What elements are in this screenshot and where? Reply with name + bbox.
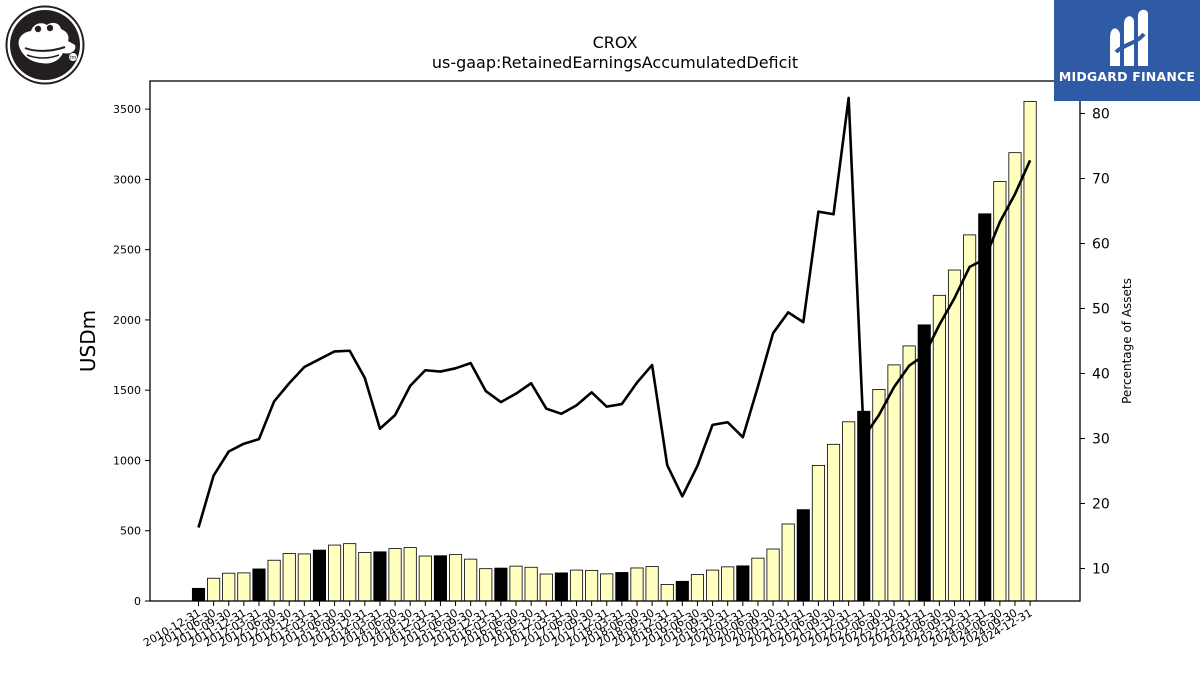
chart-subtitle: us-gaap:RetainedEarningsAccumulatedDefic… <box>432 53 798 72</box>
bar-2020-09-30 <box>781 523 795 602</box>
bar-2023-06-30 <box>947 269 962 602</box>
bar-2013-03-31 <box>328 544 342 602</box>
bar-2018-06-30 <box>645 566 659 602</box>
bar-2014-12-31 <box>433 555 447 602</box>
bar-2013-09-30 <box>358 552 372 602</box>
brand-badge: MIDGARD FINANCE <box>1054 0 1200 101</box>
midgard-finance-logo-icon <box>1110 9 1148 67</box>
bar-2013-12-31 <box>373 551 387 602</box>
bar-2024-09-30 <box>1023 100 1037 602</box>
bar-2012-09-30 <box>297 553 311 602</box>
bar-2020-06-30 <box>766 548 780 602</box>
x-axis-ticks: 2010-12-312011-06-302011-09-302011-12-31… <box>141 601 1035 650</box>
bar-2010-12-31 <box>191 587 206 602</box>
y-tick-label: 3500 <box>113 103 141 116</box>
bar-2019-09-30 <box>721 566 735 602</box>
y-tick-label: 2000 <box>113 314 141 327</box>
y-tick-label: 0 <box>134 595 141 608</box>
bar-2019-03-31 <box>690 574 705 602</box>
bar-2017-06-30 <box>585 569 599 602</box>
trademark-mark: tm <box>70 55 77 61</box>
bar-2017-09-30 <box>600 573 614 602</box>
bar-2011-12-31 <box>252 568 266 602</box>
y-tick-label: 3000 <box>113 173 141 186</box>
y-axis-ticks: 0 500 1000 1500 2000 2500 3000 3500 <box>113 103 150 608</box>
bar-2011-09-30 <box>237 572 251 602</box>
bar-2012-06-30 <box>282 553 296 602</box>
bar-2021-03-31 <box>811 464 825 602</box>
y-tick-label: 2500 <box>113 244 141 257</box>
bar-2012-12-31 <box>312 549 327 602</box>
bar-2023-09-30 <box>963 234 977 602</box>
bar-2022-12-31 <box>917 324 931 602</box>
crocodile-logo-icon: tm <box>5 5 85 85</box>
plot-frame <box>149 80 1081 602</box>
bar-2017-03-31 <box>569 569 584 602</box>
bar-2023-12-31 <box>978 213 992 602</box>
bar-2019-06-30 <box>706 569 720 602</box>
y-axis-label: USDm <box>76 310 100 372</box>
bar-2020-12-31 <box>796 509 810 602</box>
bar-2020-03-31 <box>751 557 765 602</box>
bar-2016-12-31 <box>554 572 568 602</box>
y2-axis-label: Percentage of Assets <box>1120 278 1134 404</box>
bar-2022-06-30 <box>887 364 901 602</box>
bar-2015-12-31 <box>494 567 508 602</box>
bar-2015-06-30 <box>464 558 478 602</box>
bar-series <box>191 100 1037 602</box>
y2-tick-label: 70 <box>1092 172 1110 188</box>
bar-2014-03-31 <box>388 548 402 602</box>
y2-tick-label: 60 <box>1092 237 1110 253</box>
y-tick-label: 1500 <box>113 384 141 397</box>
y-tick-label: 500 <box>120 525 141 538</box>
bar-2016-03-31 <box>509 565 523 602</box>
bar-2011-06-30 <box>222 572 236 602</box>
company-logo: tm <box>5 5 85 89</box>
bar-2014-06-30 <box>403 547 417 602</box>
y-tick-label: 1000 <box>113 454 141 467</box>
y2-tick-label: 30 <box>1092 432 1110 448</box>
bar-2023-03-31 <box>932 294 946 602</box>
bar-2021-12-31 <box>857 410 871 602</box>
bar-2016-06-30 <box>524 566 538 602</box>
y2-tick-label: 10 <box>1092 562 1110 578</box>
bar-2017-12-31 <box>615 572 629 602</box>
bar-2016-09-30 <box>539 573 553 602</box>
bar-2024-06-30 <box>1008 152 1022 602</box>
bar-2013-06-30 <box>343 543 357 602</box>
bar-2014-09-30 <box>418 555 432 602</box>
bar-2019-12-31 <box>736 565 750 602</box>
bar-2021-09-30 <box>842 421 856 602</box>
y2-tick-label: 20 <box>1092 497 1110 513</box>
y2-tick-label: 40 <box>1092 367 1110 383</box>
bar-2021-06-30 <box>826 443 841 602</box>
y2-axis-ticks: 10 20 30 40 50 60 70 80 <box>1080 107 1110 578</box>
bar-2012-03-31 <box>267 559 281 602</box>
bar-2024-03-31 <box>993 181 1007 602</box>
bar-2015-03-31 <box>448 554 463 602</box>
y2-tick-label: 50 <box>1092 302 1110 318</box>
bar-2018-09-30 <box>660 584 674 602</box>
bar-2011-03-31 <box>207 577 221 602</box>
bar-2015-09-30 <box>479 568 493 602</box>
y2-tick-label: 80 <box>1092 107 1110 123</box>
bar-2022-09-30 <box>902 345 916 602</box>
bar-2018-03-31 <box>630 567 644 602</box>
chart-title: CROX <box>593 33 638 52</box>
percentage-of-assets-line <box>197 96 1032 528</box>
bar-2018-12-31 <box>675 580 689 602</box>
brand-name: MIDGARD FINANCE <box>1058 69 1196 84</box>
